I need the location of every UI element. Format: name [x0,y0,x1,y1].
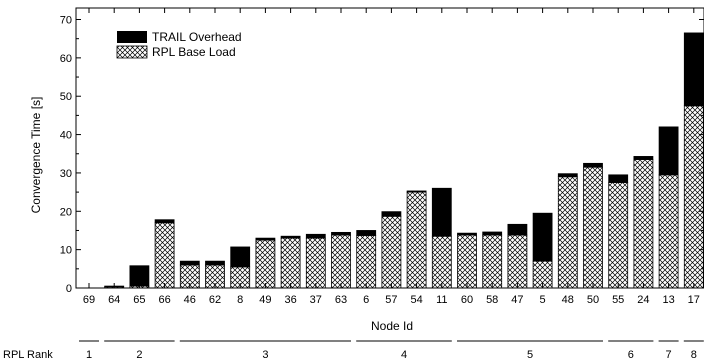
bar-overhead-node-62 [205,260,225,266]
bar-overhead-node-46 [179,260,200,266]
x-tick-label-69: 69 [83,294,95,306]
bar-base-node-66 [154,222,175,289]
x-tick-label-63: 63 [335,294,347,306]
x-tick-label-11: 11 [436,294,447,306]
x-tick-label-49: 49 [259,294,271,306]
rank-label-7: 7 [666,349,672,361]
bar-base-node-47 [507,234,528,289]
legend-label-trail-overhead: TRAIL Overhead [152,30,242,44]
x-tick-label-8: 8 [237,294,243,306]
y-tick-label-10: 10 [60,245,72,257]
x-tick-label-37: 37 [310,294,322,306]
x-tick-label-58: 58 [486,294,498,306]
plot-frame [75,7,704,289]
bar-overhead-node-6 [356,230,377,236]
y-tick-label-60: 60 [60,53,72,65]
rank-label-5: 5 [527,349,533,361]
y-tick-label-70: 70 [60,15,72,27]
bar-base-node-58 [482,234,503,289]
bar-overhead-node-37 [305,233,326,239]
legend-swatch-trail-overhead [117,31,147,43]
legend: TRAIL Overhead RPL Base Load [116,30,242,59]
x-tick-label-55: 55 [612,294,624,306]
bar-base-node-55 [608,182,629,289]
x-tick-label-66: 66 [158,294,170,306]
x-tick-label-13: 13 [662,294,674,306]
rank-label-6: 6 [628,349,634,361]
bar-base-node-6 [356,235,377,289]
bar-overhead-node-49 [255,237,276,241]
bar-overhead-node-54 [406,190,427,193]
x-tick-label-64: 64 [108,294,120,306]
x-tick-label-62: 62 [209,294,221,306]
x-axis-title: Node Id [371,319,413,333]
bar-overhead-node-48 [557,173,578,178]
rank-label-3: 3 [262,349,268,361]
bar-base-node-37 [305,237,326,289]
bar-overhead-node-58 [482,231,503,236]
bar-base-node-54 [406,191,427,289]
bar-overhead-node-5 [532,212,553,262]
bar-overhead-node-24 [633,156,654,160]
x-tick-label-50: 50 [587,294,599,306]
bar-overhead-node-11 [431,187,452,237]
rpl-rank-label: RPL Rank [3,349,53,361]
bar-overhead-node-63 [331,231,351,236]
rpl-rank-axis: RPL Rank 1 2 3 4 5 6 7 8 [3,340,704,361]
bar-base-node-60 [457,234,477,289]
bar-overhead-node-8 [230,246,251,268]
bar-overhead-node-17 [683,32,704,107]
y-tick-label-30: 30 [60,168,72,180]
y-tick-label-20: 20 [60,206,72,218]
x-tick-label-17: 17 [688,294,700,306]
y-axis-title: Convergence Time [s] [29,97,43,214]
bar-base-node-11 [431,235,452,289]
bar-overhead-node-60 [457,232,477,236]
bar-base-node-13 [658,174,679,289]
bar-base-node-24 [633,159,654,289]
bar-base-node-49 [255,239,276,289]
axes: 0 10 20 30 40 50 60 70 69 64 65 66 46 62 8 49 36 37 63 6 57 5… [60,7,704,306]
bar-base-node-50 [583,166,603,289]
bar-base-node-17 [683,105,704,289]
legend-label-rpl-base-load: RPL Base Load [152,45,236,59]
y-tick-label-0: 0 [66,283,72,295]
bar-overhead-node-13 [658,126,679,176]
bar-overhead-node-36 [280,235,301,239]
bar-base-node-57 [381,215,402,289]
y-tick-label-40: 40 [60,130,72,142]
bar-overhead-node-57 [381,211,402,217]
legend-swatch-rpl-base-load [116,45,148,59]
x-tick-label-36: 36 [284,294,296,306]
rank-label-1: 1 [86,349,92,361]
rank-label-2: 2 [136,349,142,361]
x-tick-label-6: 6 [363,294,369,306]
y-tick-label-50: 50 [60,91,72,103]
x-tick-label-48: 48 [562,294,574,306]
bar-overhead-node-55 [608,174,629,183]
bar-base-node-63 [331,234,351,289]
x-tick-label-24: 24 [637,294,649,306]
rank-label-4: 4 [401,349,407,361]
bar-base-node-48 [557,176,578,289]
x-tick-label-54: 54 [410,294,422,306]
x-tick-label-65: 65 [133,294,145,306]
rank-label-8: 8 [691,349,697,361]
x-tick-label-46: 46 [184,294,196,306]
x-tick-label-57: 57 [385,294,397,306]
bar-overhead-node-66 [154,219,175,224]
bar-base-node-36 [280,237,301,289]
bar-overhead-node-47 [507,223,528,236]
bars [104,32,704,289]
x-tick-label-47: 47 [511,294,523,306]
bar-overhead-node-50 [583,162,603,168]
x-tick-label-5: 5 [540,294,546,306]
x-tick-label-60: 60 [461,294,473,306]
